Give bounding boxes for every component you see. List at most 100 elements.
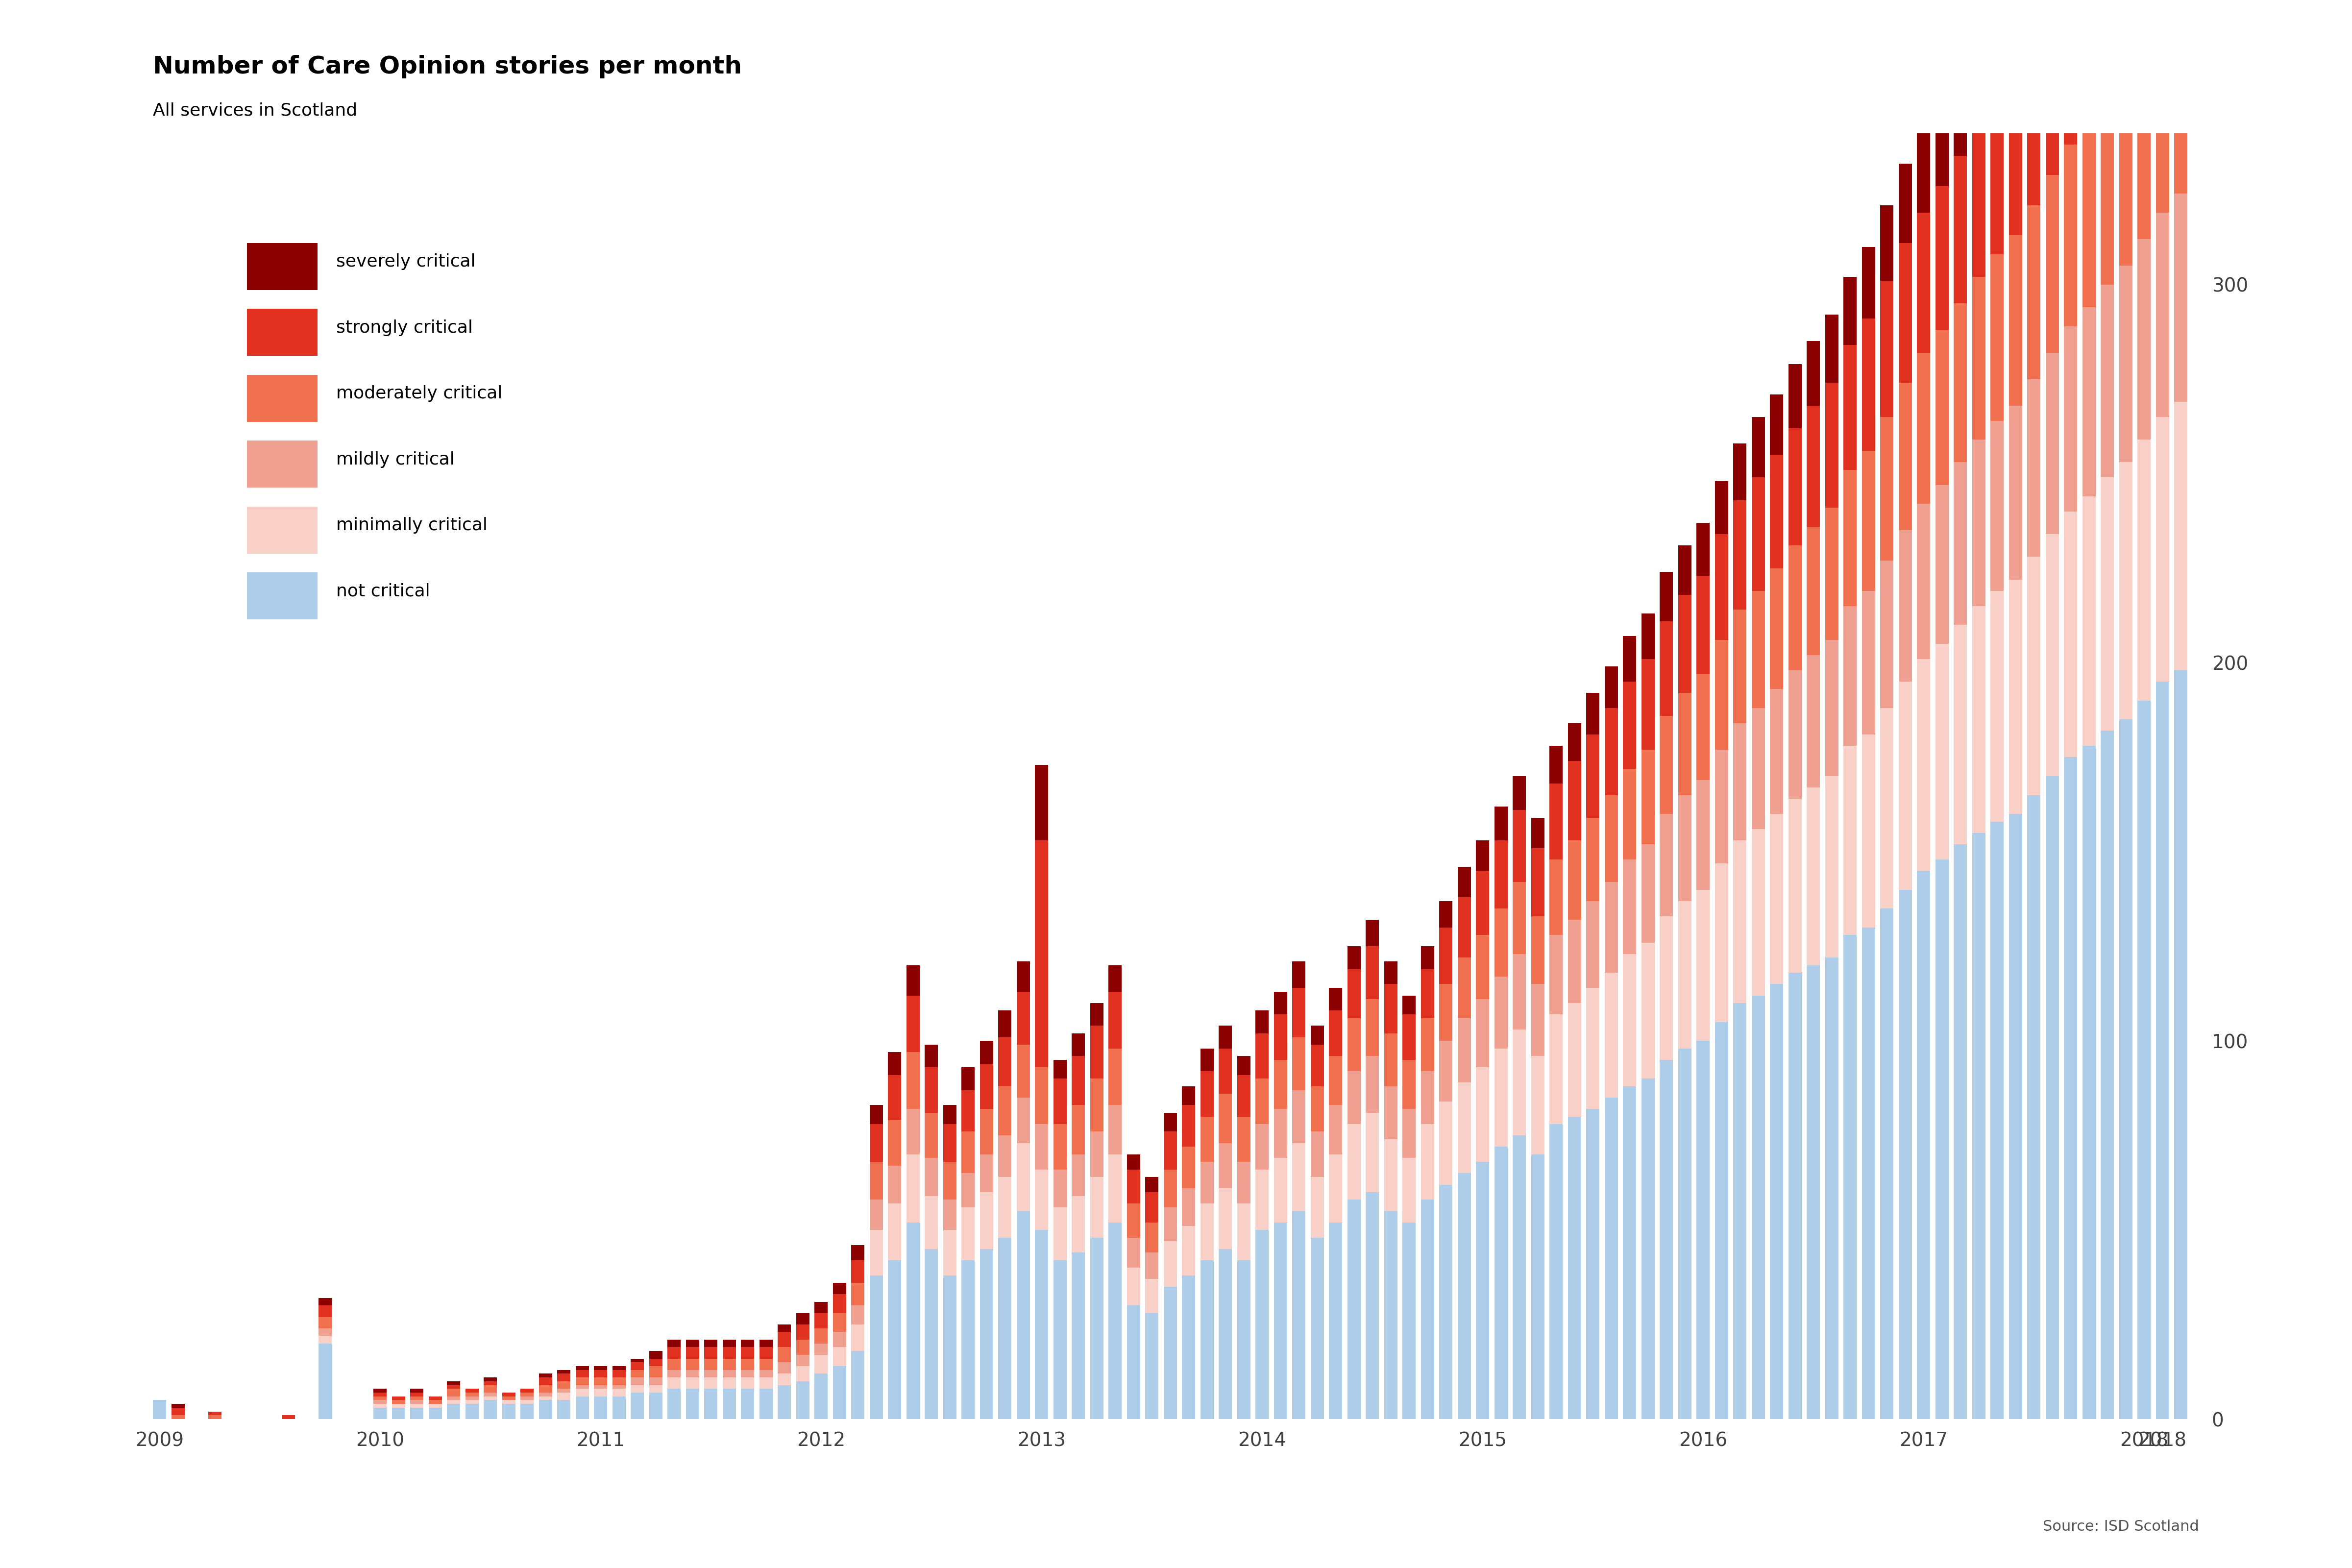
Bar (1054, 1261, 1065, 1419)
Bar (2065, 0, 2077, 144)
Bar (1383, 1087, 1397, 1140)
Bar (2027, 795, 2042, 1419)
Bar (1477, 1068, 1489, 1162)
Bar (668, 1370, 680, 1377)
Bar (1348, 1018, 1359, 1071)
Bar (1550, 935, 1562, 1014)
Bar (1275, 1060, 1287, 1109)
Bar (2027, 557, 2042, 795)
Bar (2065, 326, 2077, 511)
Bar (981, 1041, 993, 1063)
Bar (1145, 1178, 1160, 1192)
Bar (207, 1411, 221, 1416)
Bar (833, 1283, 847, 1294)
Bar (997, 1178, 1011, 1237)
Bar (1955, 155, 1966, 304)
Bar (1310, 1044, 1324, 1087)
Bar (1879, 561, 1893, 709)
Bar (1752, 996, 1764, 1419)
Bar (485, 1381, 496, 1385)
Bar (779, 1325, 790, 1333)
Bar (722, 1370, 736, 1377)
Bar (851, 1283, 866, 1306)
Bar (1439, 927, 1454, 985)
Bar (630, 1358, 644, 1363)
Bar (1936, 99, 1947, 187)
Bar (795, 1339, 809, 1355)
Bar (576, 1389, 588, 1397)
Bar (1073, 1033, 1084, 1055)
Bar (1329, 1055, 1343, 1105)
Bar (374, 1400, 386, 1403)
Bar (906, 1052, 920, 1109)
Bar (1585, 988, 1599, 1109)
Bar (207, 1416, 221, 1419)
Bar (870, 1105, 882, 1124)
Bar (1310, 1132, 1324, 1178)
Bar (1512, 776, 1526, 811)
Bar (1971, 833, 1985, 1419)
Bar (485, 1385, 496, 1392)
Bar (2173, 401, 2187, 670)
Bar (393, 1408, 405, 1419)
Bar (1955, 844, 1966, 1419)
Bar (1348, 1071, 1359, 1124)
Bar (889, 1052, 901, 1076)
Bar (1291, 988, 1305, 1036)
Bar (1825, 508, 1839, 640)
Bar (1771, 568, 1783, 690)
Bar (1604, 795, 1618, 883)
Bar (741, 1377, 755, 1389)
Bar (962, 1090, 974, 1132)
Bar (1623, 637, 1637, 682)
Bar (760, 1370, 771, 1377)
Bar (2119, 0, 2133, 72)
Bar (1054, 1170, 1065, 1207)
Bar (1863, 591, 1875, 734)
Bar (1348, 947, 1359, 969)
Bar (2138, 42, 2150, 240)
Bar (1936, 485, 1947, 644)
Bar (722, 1347, 736, 1358)
Bar (466, 1389, 477, 1392)
Bar (485, 1392, 496, 1397)
Bar (1771, 690, 1783, 814)
Bar (1237, 1261, 1251, 1419)
Bar (741, 1370, 755, 1377)
Bar (612, 1389, 626, 1397)
Bar (501, 1403, 515, 1419)
Bar (906, 996, 920, 1052)
Bar (943, 1275, 957, 1419)
Bar (1073, 1154, 1084, 1196)
Bar (924, 1068, 938, 1113)
Bar (1955, 626, 1966, 844)
Bar (2082, 497, 2096, 746)
Bar (1623, 1087, 1637, 1419)
Bar (1844, 605, 1856, 746)
Bar (557, 1392, 572, 1400)
Bar (1367, 1113, 1378, 1192)
Bar (1477, 870, 1489, 935)
Bar (722, 1389, 736, 1419)
Bar (1291, 1210, 1305, 1419)
Bar (943, 1200, 957, 1229)
Bar (1367, 947, 1378, 999)
Bar (1145, 1223, 1160, 1253)
Bar (889, 1076, 901, 1120)
Text: Source: ISD Scotland: Source: ISD Scotland (2044, 1519, 2199, 1534)
Bar (851, 1261, 866, 1283)
Bar (1917, 503, 1931, 659)
Bar (2009, 0, 2023, 80)
Bar (889, 1165, 901, 1204)
Bar (779, 1374, 790, 1385)
Bar (1512, 883, 1526, 953)
Bar (2065, 144, 2077, 326)
Bar (1089, 1132, 1103, 1178)
Bar (593, 1397, 607, 1419)
Bar (1936, 329, 1947, 485)
Bar (649, 1385, 663, 1392)
Bar (1936, 187, 1947, 329)
Bar (1402, 1223, 1416, 1419)
Bar (1200, 1261, 1214, 1419)
Bar (539, 1397, 553, 1400)
